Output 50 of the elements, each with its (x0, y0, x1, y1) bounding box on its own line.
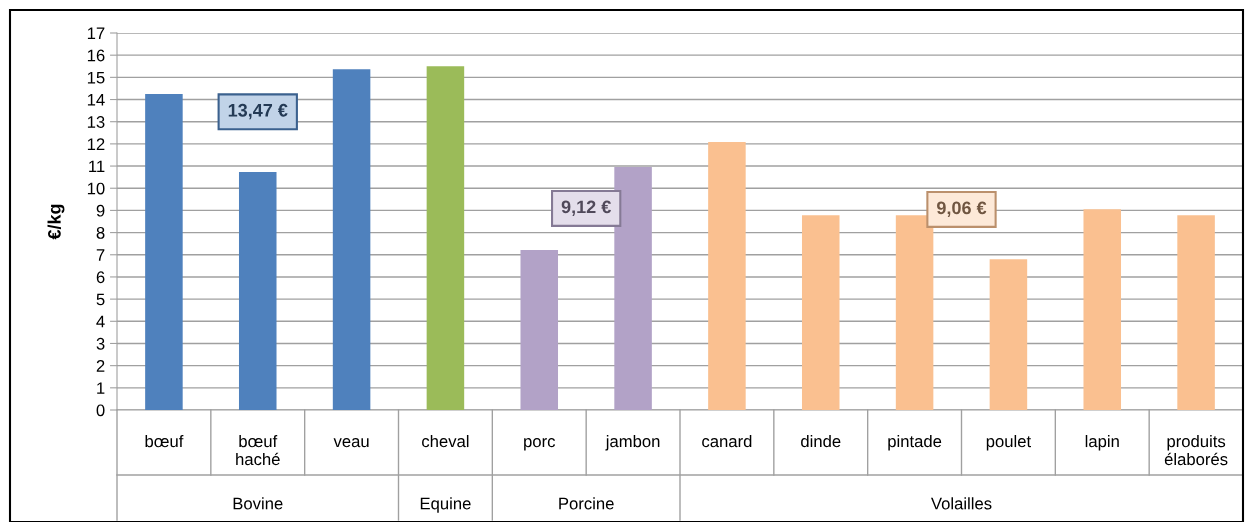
x-tick-label: jambon (605, 435, 660, 451)
bar (989, 259, 1028, 410)
bar (614, 166, 652, 410)
bar (332, 69, 371, 410)
y-tick-label: 14 (87, 94, 105, 106)
bar (1177, 215, 1215, 410)
y-tick-label: 3 (96, 337, 105, 350)
y-tick-label: 2 (96, 360, 105, 372)
x-tick-label: cheval (422, 435, 469, 448)
y-tick-label: 15 (87, 71, 105, 84)
y-tick-label: 0 (96, 404, 105, 417)
y-tick-label: 11 (89, 160, 105, 173)
x-tick-label: dinde (801, 435, 841, 448)
y-tick-label: 13 (87, 116, 105, 128)
bar (426, 66, 465, 410)
y-tick-label: 8 (96, 226, 105, 239)
bar (895, 215, 934, 410)
y-tick-label: 6 (96, 271, 105, 284)
y-tick-label: 17 (87, 27, 105, 40)
bar (1083, 209, 1122, 410)
x-tick-label: lapin (1085, 435, 1119, 451)
y-tick-label: 16 (87, 49, 105, 62)
bar (801, 215, 840, 410)
y-tick-label: 9 (96, 204, 105, 217)
annotation: 9,12 € (561, 200, 611, 216)
y-tick-label: 4 (96, 315, 105, 328)
x-tick-label: canard (702, 435, 752, 448)
text: Equine (420, 497, 471, 513)
y-tick-label: 12 (87, 138, 105, 150)
y-tick-label: 10 (87, 182, 105, 195)
x-tick-label: veau (333, 438, 369, 448)
x-tick-label: produits élaborés (1164, 435, 1228, 466)
text: Volailles (931, 497, 992, 510)
y-tick-label: 1 (97, 382, 105, 394)
annotation: 13,47 € (228, 103, 288, 120)
x-tick-label: porc (524, 438, 556, 451)
text: Porcine (559, 497, 614, 510)
x-tick-label: bœuf haché (236, 435, 280, 466)
bar (145, 93, 183, 410)
y-axis-title: €/kg (47, 204, 65, 240)
annotation: 9,06 € (937, 201, 987, 217)
y-tick-label: 7 (96, 249, 105, 261)
x-tick-label: bœuf (145, 435, 184, 448)
bar (708, 142, 746, 410)
bar (520, 249, 559, 410)
x-tick-label: pintade (888, 435, 942, 451)
text: Bovine (233, 497, 283, 510)
y-tick-label: 5 (96, 293, 105, 306)
x-tick-label: poulet (986, 435, 1031, 451)
bar (238, 172, 277, 410)
